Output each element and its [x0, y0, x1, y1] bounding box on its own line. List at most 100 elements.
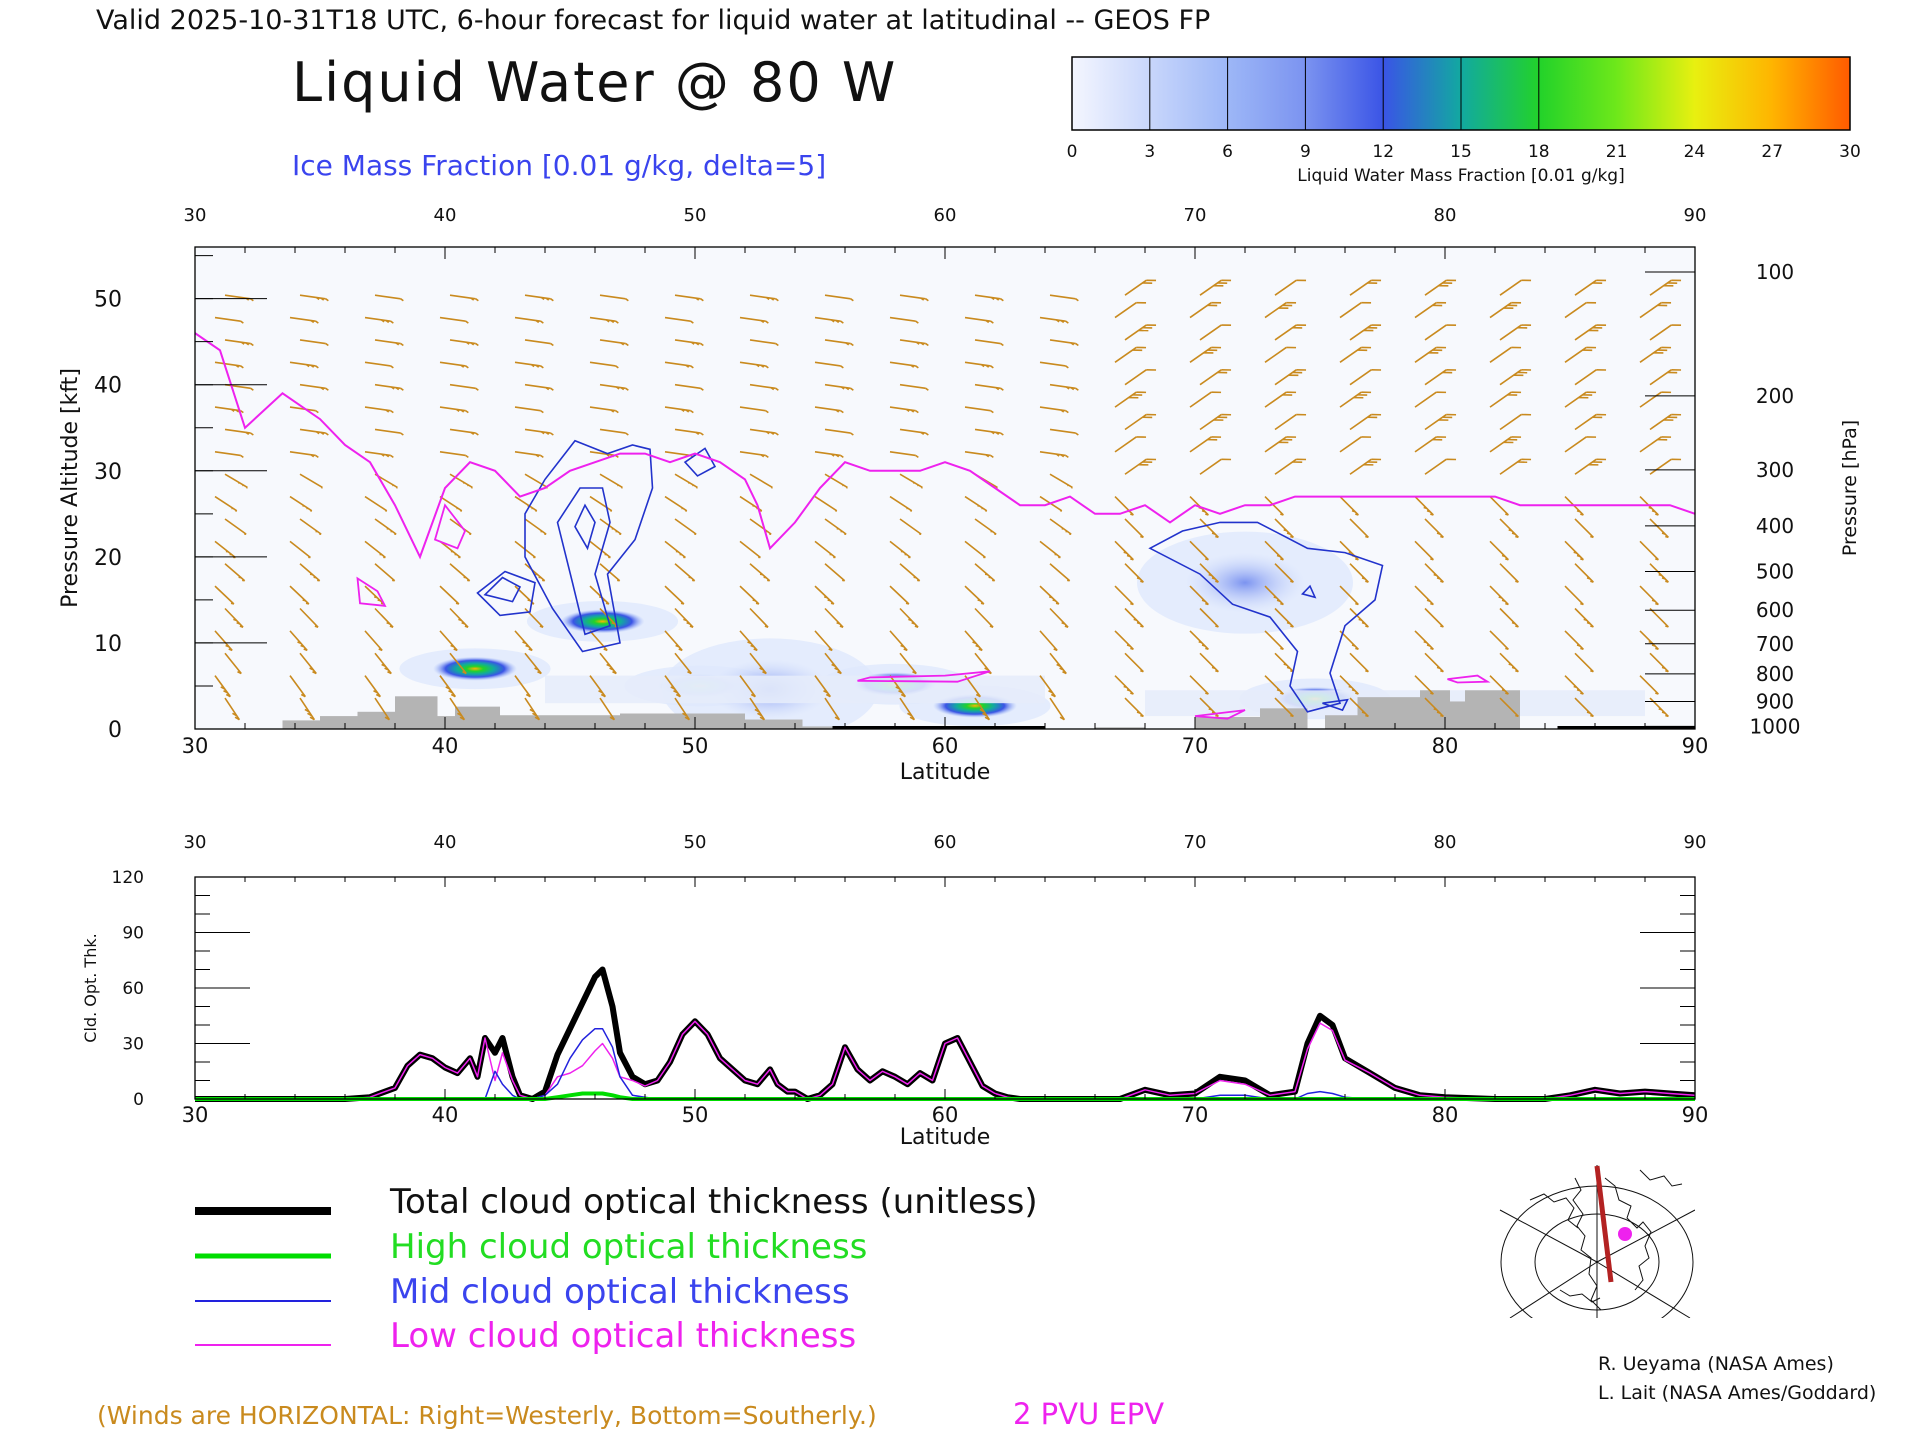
wind-barb-staff: [1489, 675, 1509, 695]
wind-barb-flag: [1361, 621, 1366, 625]
wind-barb-flag: [609, 667, 614, 671]
wind-barb-flag: [456, 408, 460, 412]
wind-barb-flag: [470, 297, 475, 301]
wind-barb-flag: [550, 432, 554, 436]
wind-barb: [1039, 361, 1069, 369]
wind-barb-staff: [224, 563, 246, 582]
colorbar-tick-label: 27: [1761, 142, 1783, 162]
wind-barb: [889, 495, 913, 512]
wind-barb: [889, 406, 919, 414]
wind-barb-flag: [390, 320, 394, 324]
wind-barb-flag: [830, 602, 835, 605]
wind-barb-staff: [449, 473, 473, 489]
wind-barb-flag: [378, 648, 383, 652]
wind-barb: [1499, 279, 1532, 296]
wind-barb-staff: [1189, 391, 1212, 408]
main-x-tick-label: 40: [432, 734, 459, 758]
wind-barb: [964, 316, 994, 324]
wind-barb-flag: [990, 410, 994, 414]
wind-barb: [1049, 607, 1069, 628]
wind-barb-flag: [1440, 535, 1444, 539]
wind-barb-flag: [445, 686, 451, 690]
wind-barb-flag: [1351, 509, 1356, 513]
wind-barb: [599, 383, 629, 391]
wind-barb-flag: [550, 342, 554, 347]
legend: Total cloud optical thickness (unitless)…: [195, 1182, 1038, 1356]
wind-barb-flag: [1655, 602, 1659, 606]
colorbar-swatches: [1072, 57, 1851, 130]
wind-barb: [1274, 369, 1307, 386]
wind-barb-staff: [974, 563, 996, 582]
epv-contours: [356, 503, 1491, 720]
wind-barb-flag: [220, 686, 226, 690]
wind-barb: [899, 563, 921, 582]
credit-goddard: L. Lait (NASA Ames/Goddard): [1598, 1382, 1876, 1404]
wind-barb: [374, 563, 396, 582]
wind-barb: [1414, 675, 1434, 695]
wind-barb-staff: [1189, 675, 1209, 695]
wind-barb-flag: [766, 296, 770, 301]
wind-barb-staff: [224, 652, 242, 675]
wind-barb-staff: [889, 540, 911, 559]
wind-barb-flag: [315, 410, 319, 414]
wind-barb-flag: [1280, 647, 1284, 651]
wind-barb-flag: [841, 386, 845, 390]
wind-barb-flag: [475, 342, 479, 347]
wind-barb-staff: [824, 473, 848, 489]
wind-barb: [214, 495, 238, 512]
wind-barb-flag: [1515, 714, 1519, 718]
wind-barb: [1189, 585, 1209, 606]
wind-barb: [1564, 436, 1597, 453]
map-coastline-2: [1604, 1177, 1652, 1291]
wind-barb-flag: [920, 297, 925, 301]
wind-barb: [439, 540, 461, 559]
wind-barb-flag: [1436, 577, 1441, 580]
wind-barb-flag: [385, 319, 390, 324]
epv-contour: [433, 503, 467, 550]
wind-barb-flag: [1075, 298, 1079, 302]
wind-barb-flag: [1658, 573, 1662, 577]
main-top-tick-label: 80: [1434, 205, 1457, 226]
wind-barb: [1049, 428, 1079, 436]
wind-barb-staff: [739, 406, 766, 412]
wind-barb-staff: [824, 652, 842, 675]
wind-barb-flag: [239, 625, 244, 628]
wind-barb-flag: [1355, 513, 1359, 516]
wind-barb-flag: [925, 432, 929, 436]
wind-barb-flag: [1586, 711, 1591, 714]
wind-barb-flag: [920, 431, 925, 435]
wind-barb-staff: [1264, 585, 1284, 606]
wind-barb-flag: [755, 602, 760, 605]
wind-barb-flag: [531, 364, 535, 368]
colorbar-swatch: [1305, 57, 1384, 130]
terrain-block: [1357, 697, 1420, 729]
wind-barb-flag: [390, 365, 394, 369]
wind-barb-flag: [910, 364, 915, 368]
wind-barb-flag: [1136, 577, 1141, 580]
wind-barb-flag: [1583, 618, 1587, 622]
wind-barb: [1639, 346, 1672, 363]
wind-barb-staff: [664, 451, 691, 457]
cot-x-tick-label: 40: [432, 1103, 459, 1127]
wind-barb-staff: [289, 406, 316, 412]
wind-barb-flag: [912, 671, 917, 675]
wind-barb: [589, 406, 619, 414]
wind-barb-flag: [850, 387, 854, 391]
wind-barb-staff: [1199, 607, 1219, 628]
wind-barb-flag: [915, 454, 919, 459]
wind-barb-staff: [299, 473, 323, 489]
wind-barb-staff: [749, 652, 767, 675]
wind-barb: [524, 339, 554, 347]
wind-barb-staff: [974, 607, 994, 628]
wind-barb-flag: [465, 454, 469, 459]
wind-barb: [1489, 540, 1509, 561]
pressure-tick-label: 900: [1756, 689, 1794, 713]
ice-contour: [524, 439, 654, 653]
wind-barb-staff: [1199, 458, 1222, 475]
ice-contours: [476, 439, 1384, 713]
wind-barb-staff: [1049, 473, 1073, 489]
wind-barb-flag: [670, 686, 676, 690]
wind-barb: [674, 652, 692, 675]
